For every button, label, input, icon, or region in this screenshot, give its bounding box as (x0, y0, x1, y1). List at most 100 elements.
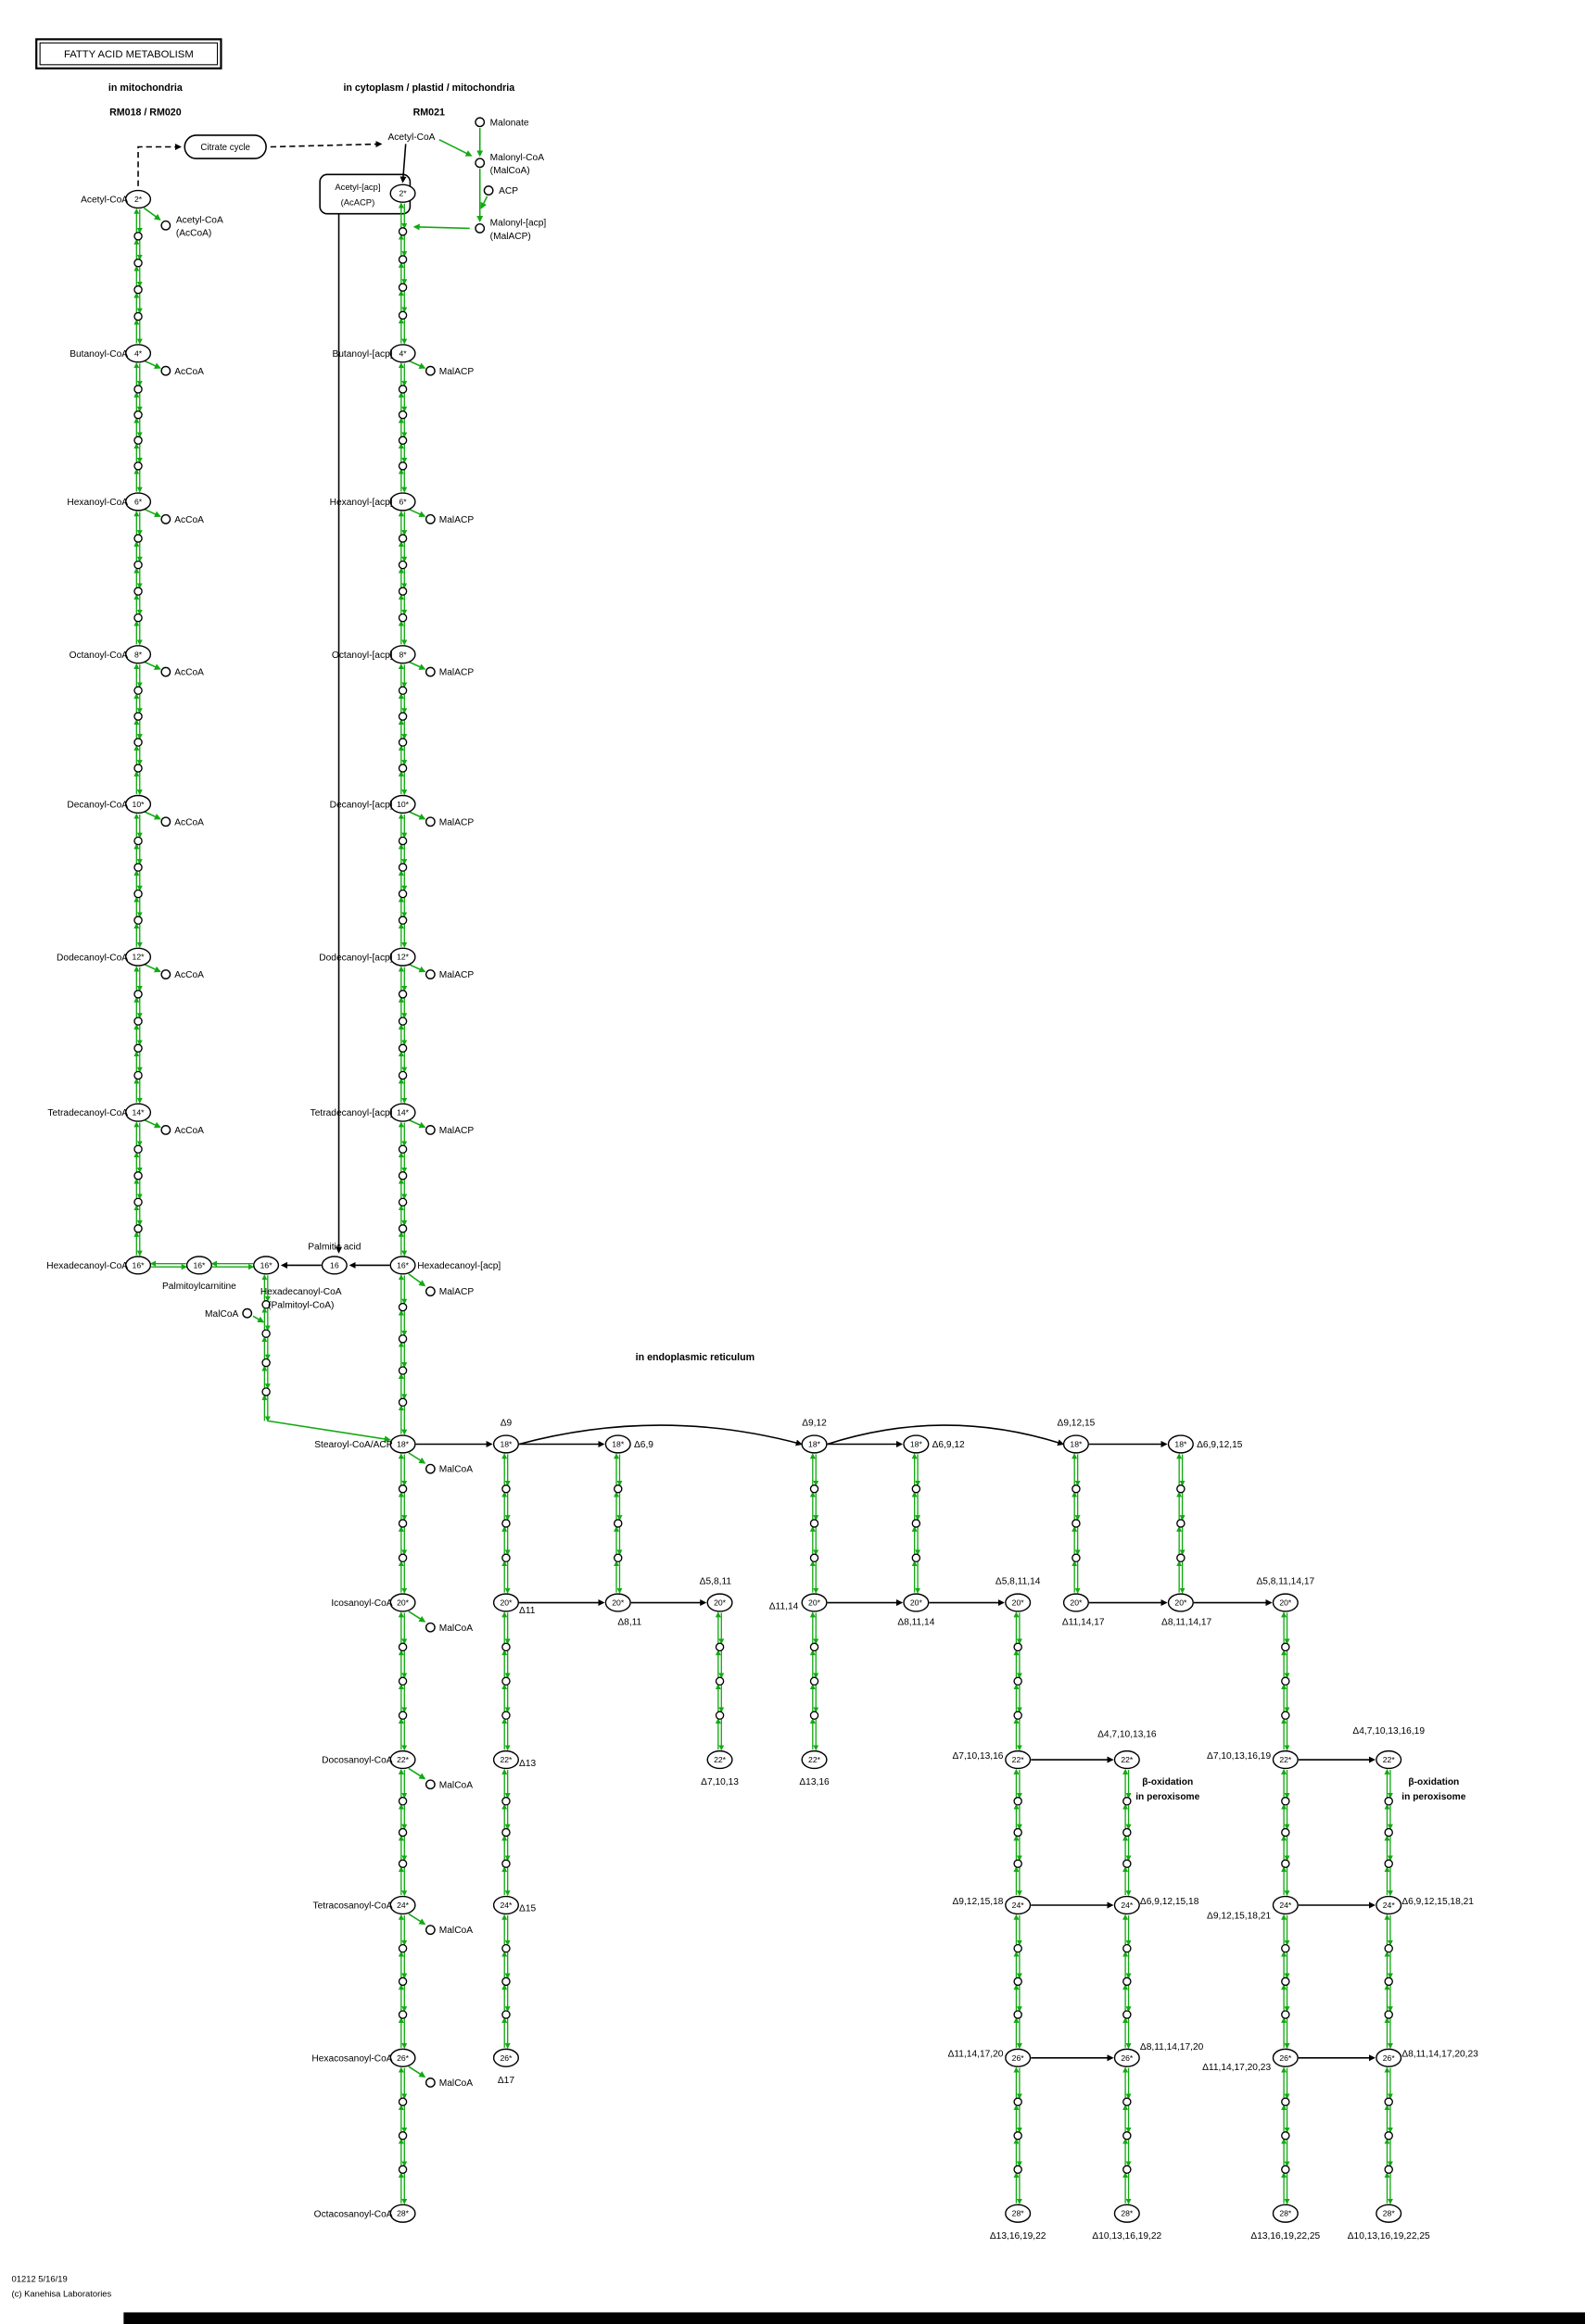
intermediate-compound[interactable] (398, 560, 408, 570)
intermediate-compound[interactable] (1384, 1943, 1393, 1953)
intermediate-compound[interactable] (398, 310, 408, 321)
acyl-node[interactable] (1005, 2048, 1032, 2067)
acyl-node[interactable] (389, 1103, 416, 1122)
intermediate-compound[interactable] (1071, 1484, 1081, 1494)
intermediate-compound[interactable] (133, 410, 143, 420)
intermediate-compound[interactable] (398, 534, 408, 543)
acyl-node[interactable] (604, 1434, 631, 1454)
intermediate-compound[interactable] (809, 1484, 819, 1494)
intermediate-compound[interactable] (1013, 1943, 1022, 1953)
acyl-node[interactable] (389, 645, 416, 664)
acyl-node[interactable] (389, 947, 416, 966)
intermediate-compound[interactable] (1122, 2097, 1132, 2107)
intermediate-compound[interactable] (398, 1553, 408, 1563)
intermediate-compound[interactable] (809, 1676, 819, 1686)
intermediate-compound[interactable] (1122, 1827, 1132, 1838)
intermediate-compound[interactable] (1013, 1859, 1022, 1869)
intermediate-compound[interactable] (398, 1397, 408, 1408)
acyl-node[interactable] (801, 1434, 828, 1454)
acyl-node[interactable] (1376, 1895, 1402, 1915)
intermediate-compound[interactable] (1384, 1977, 1393, 1987)
intermediate-compound[interactable] (133, 686, 143, 695)
intermediate-compound[interactable] (133, 863, 143, 872)
intermediate-compound[interactable] (133, 1043, 143, 1054)
acyl-node[interactable] (389, 1256, 416, 1275)
acyl-node[interactable] (389, 794, 416, 815)
intermediate-compound[interactable] (398, 461, 408, 471)
intermediate-compound[interactable] (261, 1300, 271, 1309)
acyl-node[interactable] (389, 492, 416, 512)
intermediate-compound[interactable] (911, 1519, 921, 1528)
intermediate-compound[interactable] (1281, 1676, 1290, 1686)
intermediate-compound[interactable] (398, 889, 408, 899)
compound-circle[interactable] (160, 513, 171, 524)
acyl-node[interactable] (1113, 1895, 1140, 1915)
compound-circle[interactable] (475, 158, 486, 169)
intermediate-compound[interactable] (133, 284, 143, 295)
intermediate-compound[interactable] (1384, 2131, 1393, 2141)
intermediate-compound[interactable] (398, 1171, 408, 1181)
intermediate-compound[interactable] (133, 436, 143, 445)
compound-circle[interactable] (425, 365, 436, 376)
intermediate-compound[interactable] (1281, 2097, 1290, 2107)
intermediate-compound[interactable] (398, 1484, 408, 1494)
intermediate-compound[interactable] (1281, 1711, 1290, 1720)
acyl-node[interactable] (321, 1256, 348, 1275)
intermediate-compound[interactable] (1122, 2165, 1132, 2174)
intermediate-compound[interactable] (133, 1171, 143, 1181)
acyl-node[interactable] (1113, 2204, 1140, 2223)
intermediate-compound[interactable] (1176, 1519, 1186, 1528)
intermediate-compound[interactable] (1384, 1859, 1393, 1869)
intermediate-compound[interactable] (398, 1676, 408, 1686)
intermediate-compound[interactable] (1122, 2010, 1132, 2019)
acyl-node[interactable] (604, 1593, 631, 1612)
acyl-node[interactable] (124, 794, 152, 815)
acyl-node[interactable] (1272, 1749, 1299, 1770)
intermediate-compound[interactable] (398, 255, 408, 264)
intermediate-compound[interactable] (398, 1043, 408, 1054)
intermediate-compound[interactable] (1384, 2165, 1393, 2174)
intermediate-compound[interactable] (133, 385, 143, 394)
intermediate-compound[interactable] (398, 1642, 408, 1652)
acyl-node[interactable] (801, 1593, 828, 1612)
compound-circle[interactable] (160, 816, 171, 827)
intermediate-compound[interactable] (133, 990, 143, 999)
intermediate-compound[interactable] (398, 1859, 408, 1869)
compound-circle[interactable] (425, 1125, 436, 1135)
acyl-node[interactable] (492, 2048, 519, 2067)
intermediate-compound[interactable] (1281, 2165, 1290, 2174)
acyl-node[interactable] (253, 1256, 280, 1275)
acyl-node[interactable] (1062, 1434, 1089, 1454)
acyl-node[interactable] (903, 1593, 930, 1612)
compound-circle[interactable] (242, 1307, 253, 1319)
intermediate-compound[interactable] (1013, 2097, 1022, 2107)
intermediate-compound[interactable] (1013, 2131, 1022, 2141)
intermediate-compound[interactable] (1122, 1977, 1132, 1987)
acyl-node[interactable] (124, 492, 152, 512)
citrate-cycle-box[interactable] (184, 134, 267, 159)
intermediate-compound[interactable] (715, 1676, 725, 1686)
compound-circle[interactable] (425, 816, 436, 827)
intermediate-compound[interactable] (1013, 2165, 1022, 2174)
intermediate-compound[interactable] (261, 1387, 271, 1396)
intermediate-compound[interactable] (398, 2131, 408, 2141)
intermediate-compound[interactable] (398, 990, 408, 999)
intermediate-compound[interactable] (501, 1519, 511, 1528)
acyl-node[interactable] (389, 344, 416, 363)
acyl-node[interactable] (1376, 2048, 1402, 2067)
intermediate-compound[interactable] (398, 1366, 408, 1375)
intermediate-compound[interactable] (398, 410, 408, 420)
intermediate-compound[interactable] (715, 1642, 725, 1652)
intermediate-compound[interactable] (133, 1070, 143, 1080)
intermediate-compound[interactable] (613, 1519, 623, 1528)
acyl-node[interactable] (492, 1749, 519, 1770)
intermediate-compound[interactable] (133, 587, 143, 596)
intermediate-compound[interactable] (398, 587, 408, 596)
acyl-node[interactable] (1062, 1593, 1089, 1612)
acyl-node[interactable] (389, 1895, 416, 1915)
intermediate-compound[interactable] (133, 738, 143, 747)
acyl-node[interactable] (492, 1434, 519, 1454)
intermediate-compound[interactable] (133, 311, 143, 322)
acyl-node[interactable] (1005, 1593, 1032, 1612)
acyl-node[interactable] (389, 1593, 416, 1612)
